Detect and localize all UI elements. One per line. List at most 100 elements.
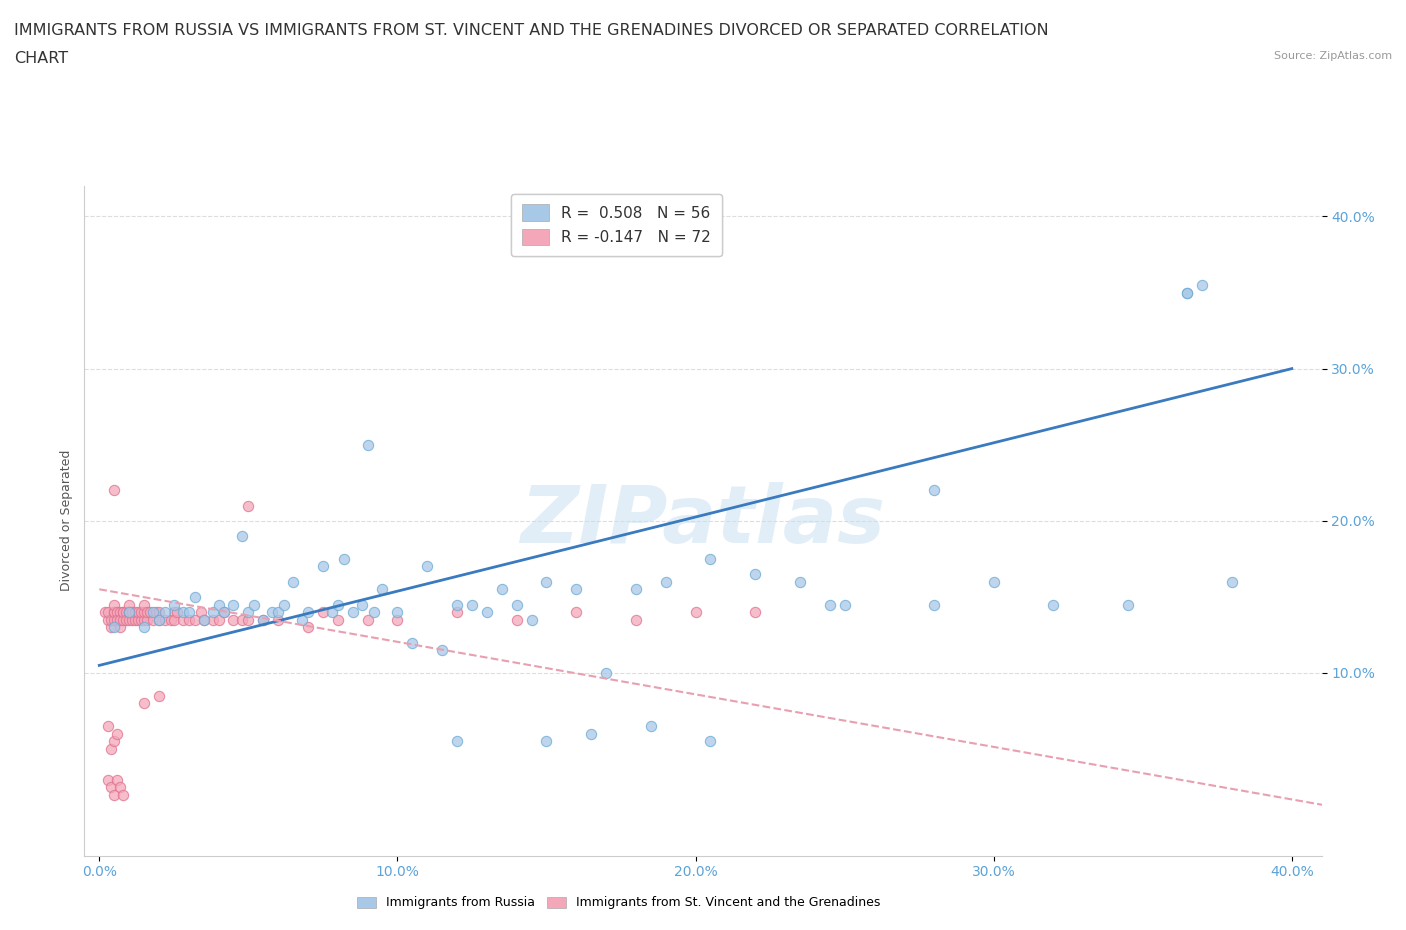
Point — [789, 574, 811, 589]
Point — [177, 612, 200, 627]
Point — [1177, 286, 1199, 300]
Point — [166, 604, 188, 619]
Point — [127, 612, 149, 627]
Point — [297, 620, 319, 635]
Point — [326, 612, 349, 627]
Point — [153, 612, 176, 627]
Point — [640, 719, 662, 734]
Point — [121, 612, 143, 627]
Point — [238, 604, 260, 619]
Legend: R =  0.508   N = 56, R = -0.147   N = 72: R = 0.508 N = 56, R = -0.147 N = 72 — [510, 193, 721, 256]
Point — [172, 612, 194, 627]
Point — [121, 604, 143, 619]
Point — [148, 688, 170, 703]
Point — [446, 604, 468, 619]
Point — [103, 604, 125, 619]
Point — [281, 574, 304, 589]
Point — [103, 597, 125, 612]
Point — [520, 612, 543, 627]
Point — [1116, 597, 1139, 612]
Text: CHART: CHART — [14, 51, 67, 66]
Point — [312, 559, 335, 574]
Point — [108, 620, 131, 635]
Point — [112, 788, 135, 803]
Point — [446, 734, 468, 749]
Point — [834, 597, 856, 612]
Point — [132, 696, 155, 711]
Point — [103, 483, 125, 498]
Point — [103, 788, 125, 803]
Point — [103, 734, 125, 749]
Point — [983, 574, 1005, 589]
Point — [105, 726, 128, 741]
Point — [699, 734, 721, 749]
Point — [744, 604, 766, 619]
Point — [350, 597, 373, 612]
Point — [461, 597, 484, 612]
Point — [238, 612, 260, 627]
Point — [142, 612, 165, 627]
Point — [401, 635, 423, 650]
Point — [118, 604, 141, 619]
Point — [387, 604, 409, 619]
Point — [148, 612, 170, 627]
Point — [97, 604, 120, 619]
Point — [94, 604, 117, 619]
Point — [112, 604, 135, 619]
Point — [595, 666, 617, 681]
Point — [127, 604, 149, 619]
Point — [252, 612, 274, 627]
Text: IMMIGRANTS FROM RUSSIA VS IMMIGRANTS FROM ST. VINCENT AND THE GRENADINES DIVORCE: IMMIGRANTS FROM RUSSIA VS IMMIGRANTS FRO… — [14, 23, 1049, 38]
Point — [105, 604, 128, 619]
Point — [142, 604, 165, 619]
Point — [699, 551, 721, 566]
Point — [356, 612, 378, 627]
Point — [654, 574, 676, 589]
Point — [565, 604, 588, 619]
Point — [231, 528, 253, 543]
Point — [132, 597, 155, 612]
Point — [97, 719, 120, 734]
Point — [297, 604, 319, 619]
Point — [183, 612, 205, 627]
Point — [207, 612, 229, 627]
Point — [430, 643, 453, 658]
Point — [922, 597, 945, 612]
Point — [214, 604, 236, 619]
Point — [132, 620, 155, 635]
Point — [100, 741, 122, 756]
Point — [1042, 597, 1064, 612]
Point — [1191, 277, 1213, 292]
Point — [163, 597, 186, 612]
Point — [243, 597, 266, 612]
Point — [416, 559, 439, 574]
Point — [267, 604, 290, 619]
Point — [139, 604, 162, 619]
Point — [153, 604, 176, 619]
Point — [201, 604, 224, 619]
Point — [115, 612, 138, 627]
Point — [231, 612, 253, 627]
Point — [536, 734, 558, 749]
Point — [129, 612, 152, 627]
Point — [342, 604, 364, 619]
Point — [105, 612, 128, 627]
Point — [118, 597, 141, 612]
Point — [108, 612, 131, 627]
Point — [252, 612, 274, 627]
Point — [267, 612, 290, 627]
Point — [565, 582, 588, 597]
Point — [371, 582, 394, 597]
Point — [148, 612, 170, 627]
Point — [505, 597, 527, 612]
Point — [136, 612, 159, 627]
Point — [118, 604, 141, 619]
Point — [108, 604, 131, 619]
Point — [97, 772, 120, 787]
Point — [1177, 286, 1199, 300]
Point — [273, 597, 295, 612]
Point — [1220, 574, 1243, 589]
Point — [579, 726, 602, 741]
Point — [624, 582, 647, 597]
Point — [103, 604, 125, 619]
